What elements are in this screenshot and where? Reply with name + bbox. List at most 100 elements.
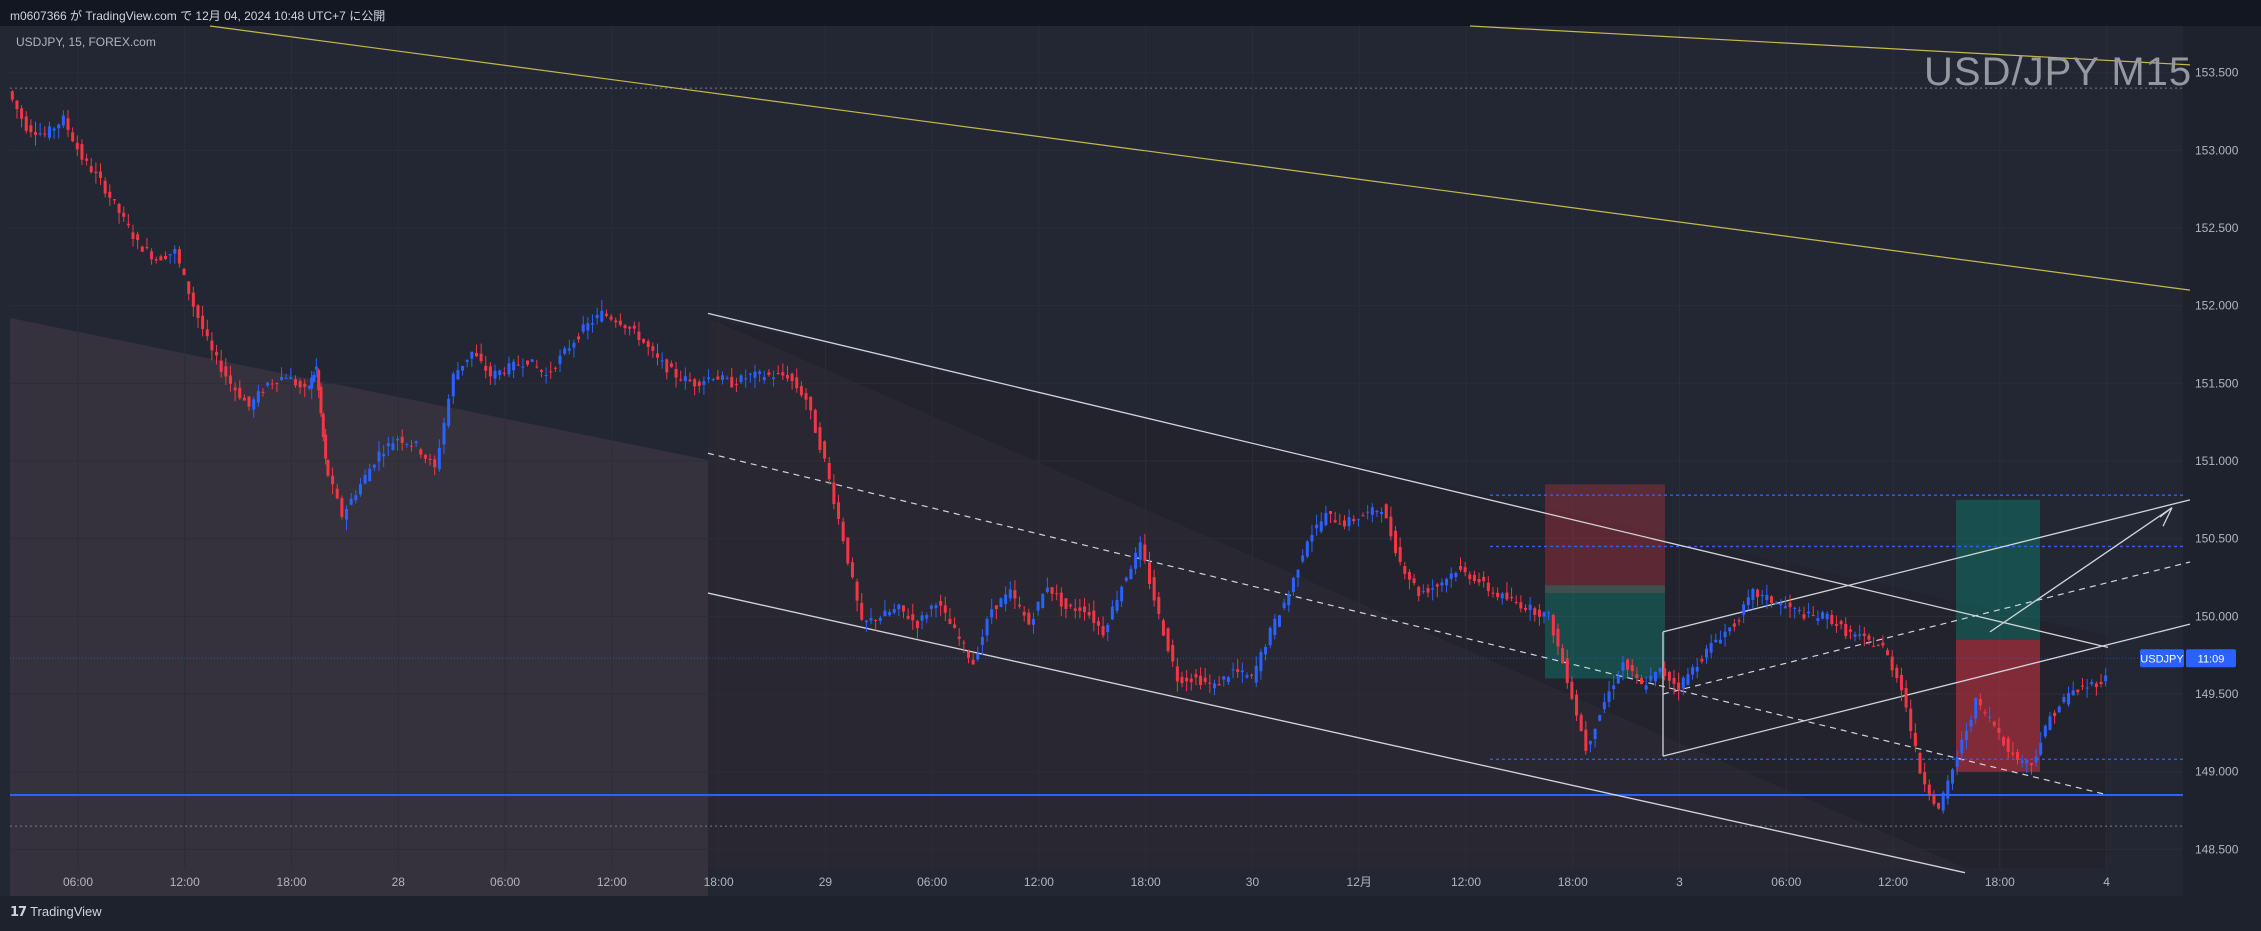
candle-body — [474, 352, 478, 357]
candle-body — [553, 367, 557, 369]
candle-body — [642, 339, 646, 343]
candle-body — [1347, 517, 1351, 527]
x-tick-label: 06:00 — [490, 875, 520, 889]
candle-body — [493, 370, 497, 379]
candle-body — [1988, 716, 1992, 719]
candle-body — [2020, 760, 2024, 763]
candle-body — [1542, 612, 1546, 617]
candle-body — [1477, 578, 1481, 583]
candle-body — [2080, 685, 2084, 687]
candle-body — [15, 100, 19, 110]
candle-body — [191, 292, 195, 307]
candle-body — [539, 370, 543, 372]
candle-body — [832, 482, 836, 505]
candle-body — [465, 359, 469, 362]
footer: 17 TradingView — [0, 896, 2261, 931]
candle-body — [1203, 677, 1207, 682]
candle-body — [358, 484, 362, 495]
position-profit-zone-2 — [1956, 499, 2040, 640]
candle-body — [1171, 644, 1175, 662]
y-tick-label: 150.000 — [2195, 609, 2239, 623]
candle-body — [1983, 712, 1987, 714]
candle-body — [1695, 666, 1699, 672]
candle-body — [57, 124, 61, 129]
y-tick-label: 148.500 — [2195, 842, 2239, 856]
candle-body — [999, 598, 1003, 608]
x-axis: 06:00 12:00 18:00 28 06:00 12:00 18:00 29 06:00 1… — [63, 875, 2110, 889]
candle-body — [1955, 757, 1959, 767]
candle-body — [1018, 604, 1022, 607]
candle-body — [447, 398, 451, 426]
candle-body — [1686, 674, 1690, 685]
candle-body — [1078, 607, 1082, 612]
candle-body — [1890, 656, 1894, 671]
candle-body — [1291, 577, 1295, 593]
candle-body — [1110, 606, 1114, 620]
candle-body — [1584, 729, 1588, 751]
candle-body — [177, 249, 181, 264]
candle-body — [1458, 565, 1462, 570]
candle-body — [1008, 589, 1012, 599]
candle-body — [112, 199, 116, 201]
candle-body — [1500, 593, 1504, 599]
candle-body — [284, 378, 288, 380]
candle-body — [1672, 677, 1676, 684]
candle-body — [261, 391, 265, 393]
candle-body — [1691, 667, 1695, 675]
candle-body — [136, 234, 140, 241]
candle-body — [795, 377, 799, 389]
candle-body — [233, 387, 237, 391]
candle-body — [1366, 511, 1370, 513]
candle-body — [498, 370, 502, 376]
candle-body — [349, 498, 353, 505]
candle-body — [693, 379, 697, 387]
candle-body — [1872, 645, 1876, 647]
channel-upper — [707, 312, 2109, 649]
candle-body — [1858, 634, 1862, 636]
candle-body — [1134, 552, 1138, 569]
candle-body — [1083, 606, 1087, 613]
y-tick-label: 152.500 — [2195, 221, 2239, 235]
candle-body — [303, 383, 307, 387]
candle-body — [1189, 678, 1193, 683]
candle-body — [948, 618, 952, 625]
candle-body — [219, 360, 223, 372]
y-tick-label: 151.000 — [2195, 454, 2239, 468]
candle-body — [215, 351, 219, 356]
candle-body — [1746, 597, 1750, 606]
candle-body — [1575, 694, 1579, 716]
candle-body — [1310, 534, 1314, 542]
candle-body — [1069, 604, 1073, 607]
logo-text: TradingView — [30, 904, 102, 919]
x-tick-label: 12月 — [1347, 875, 1372, 889]
candle-body — [1375, 510, 1379, 513]
candle-body — [827, 462, 831, 480]
candle-body — [1041, 594, 1045, 608]
candle-body — [1226, 677, 1230, 683]
candle-body — [256, 391, 260, 403]
candle-body — [1825, 613, 1829, 620]
candle-body — [414, 441, 418, 444]
candle-body — [2006, 738, 2010, 752]
price-tag-symbol-bg — [2140, 649, 2184, 668]
candle-body — [1120, 586, 1124, 602]
candle-body — [804, 393, 808, 400]
candle-body — [1602, 701, 1606, 710]
tradingview-logo[interactable]: 17 TradingView — [10, 904, 102, 920]
projection-arrow — [1989, 507, 2173, 633]
candle-body — [980, 637, 984, 645]
candle-body — [994, 605, 998, 610]
candle-body — [558, 355, 562, 364]
candle-body — [2011, 752, 2015, 755]
candle-body — [2085, 687, 2089, 689]
candle-body — [512, 361, 516, 371]
candle-body — [1616, 675, 1620, 684]
candle-body — [906, 615, 910, 619]
candle-body — [103, 180, 107, 194]
candle-body — [604, 313, 608, 316]
candle-body — [1338, 523, 1342, 525]
drawings — [10, 25, 2191, 874]
candle-body — [331, 475, 335, 485]
candle-body — [1486, 582, 1490, 592]
